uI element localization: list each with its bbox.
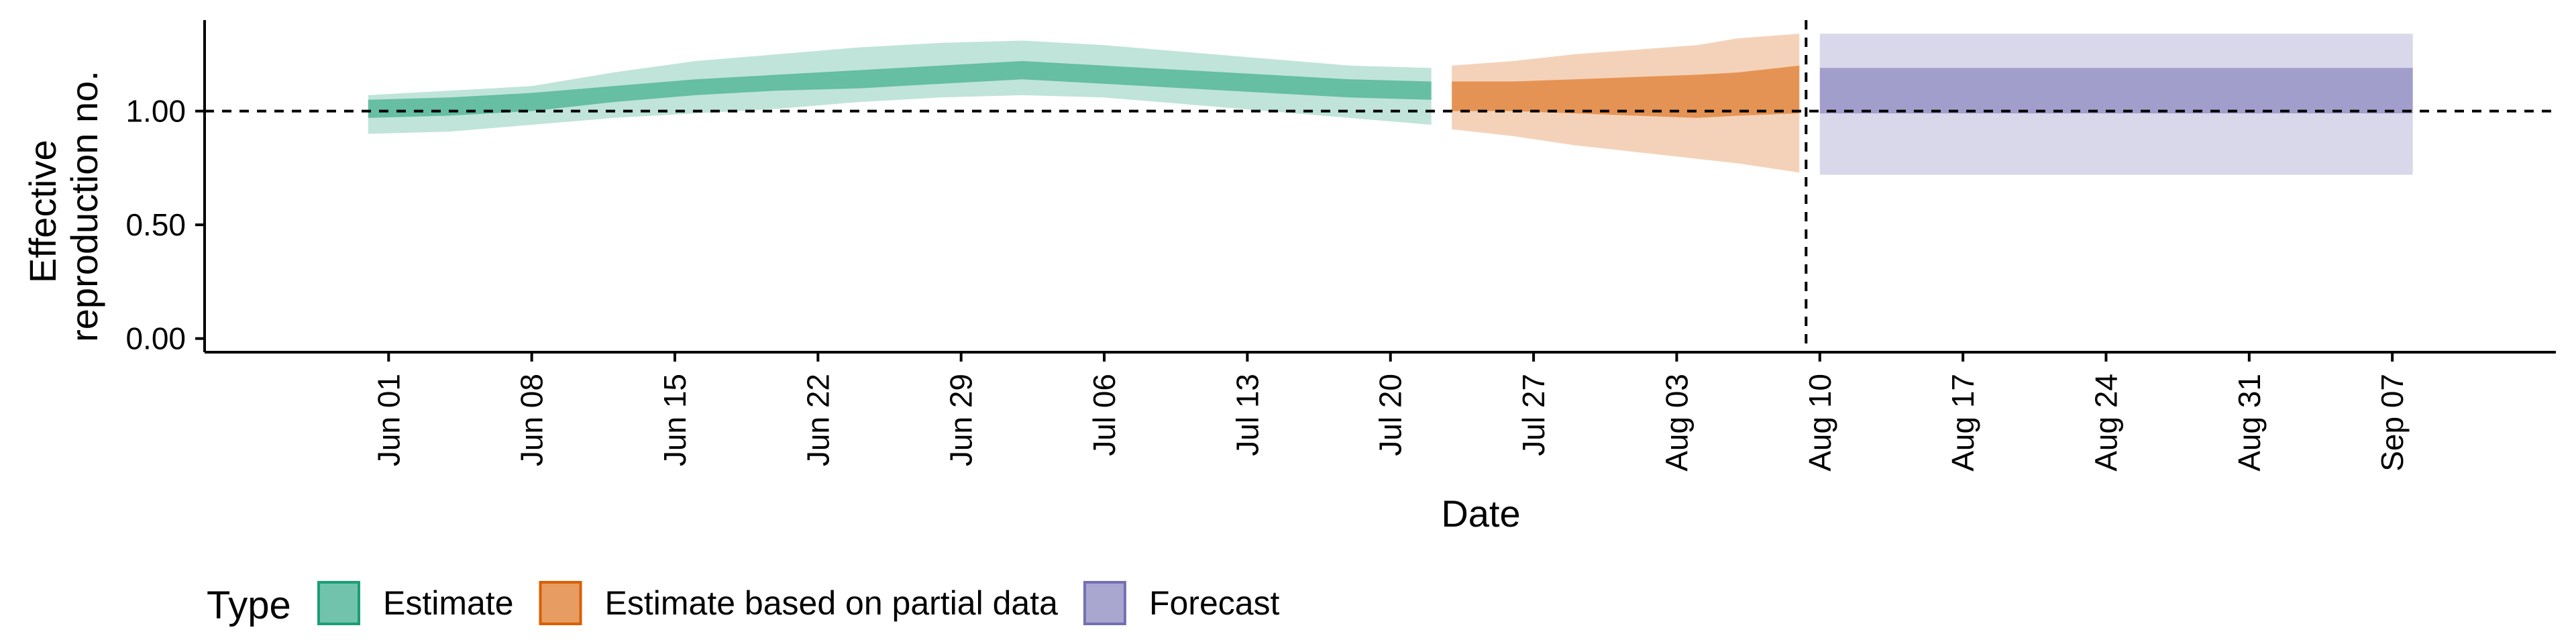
ribbon-layer [368,34,2413,175]
x-tick-label: Jun 15 [657,374,692,466]
legend-label-forecast: Forecast [1149,584,1280,622]
legend-key-forecast [1083,581,1126,625]
y-tick-label: 0.00 [125,321,186,356]
estimate-inner-band [368,61,1432,118]
x-ticks: Jun 01 Jun 08 Jun 15 Jun 22 Jun 29 Jul 06 Jul … [371,352,2410,472]
x-tick-label: Jun 29 [944,374,979,466]
y-tick-label: 0.50 [125,207,186,242]
legend-label-estimate: Estimate [383,584,514,622]
legend-title: Type [207,584,291,627]
x-tick-label: Aug 24 [2088,374,2123,472]
estimate-outer-band [368,40,1432,134]
y-axis-title: Effective reproduction no. [21,70,105,342]
x-tick-label: Jul 06 [1087,374,1122,456]
reference-lines [205,20,2556,352]
x-tick-label: Jun 08 [515,374,549,466]
x-tick-label: Jun 22 [800,374,835,466]
x-tick-label: Aug 03 [1659,374,1694,472]
y-axis-title-line-1: Effective [21,140,64,283]
estimate-based-on-partial-data-inner-band [1452,65,1800,118]
x-tick-label: Jun 01 [371,374,406,466]
axes [203,20,2556,354]
legend-key-estimate-based-on-partial-data [539,581,582,625]
x-tick-label: Aug 31 [2232,374,2267,472]
x-tick-label: Jul 20 [1373,374,1408,456]
legend-label-estimate-based-on-partial-data: Estimate based on partial data [605,584,1059,622]
x-tick-label: Jul 13 [1230,374,1265,456]
x-tick-label: Aug 10 [1803,374,1837,472]
y-tick-label: 1.00 [125,94,186,129]
x-tick-label: Aug 17 [1945,374,1980,472]
y-axis-title-line-2: reproduction no. [63,70,105,342]
forecast-inner-band [1819,68,2413,113]
x-tick-label: Sep 07 [2375,374,2410,472]
legend: Type Estimate Estimate based on partial d… [207,581,1280,627]
legend-key-estimate [317,581,360,625]
x-tick-label: Jul 27 [1516,374,1551,456]
x-axis-title: Date [1441,492,1520,535]
y-ticks: 0.00 0.50 1.00 [125,94,205,356]
